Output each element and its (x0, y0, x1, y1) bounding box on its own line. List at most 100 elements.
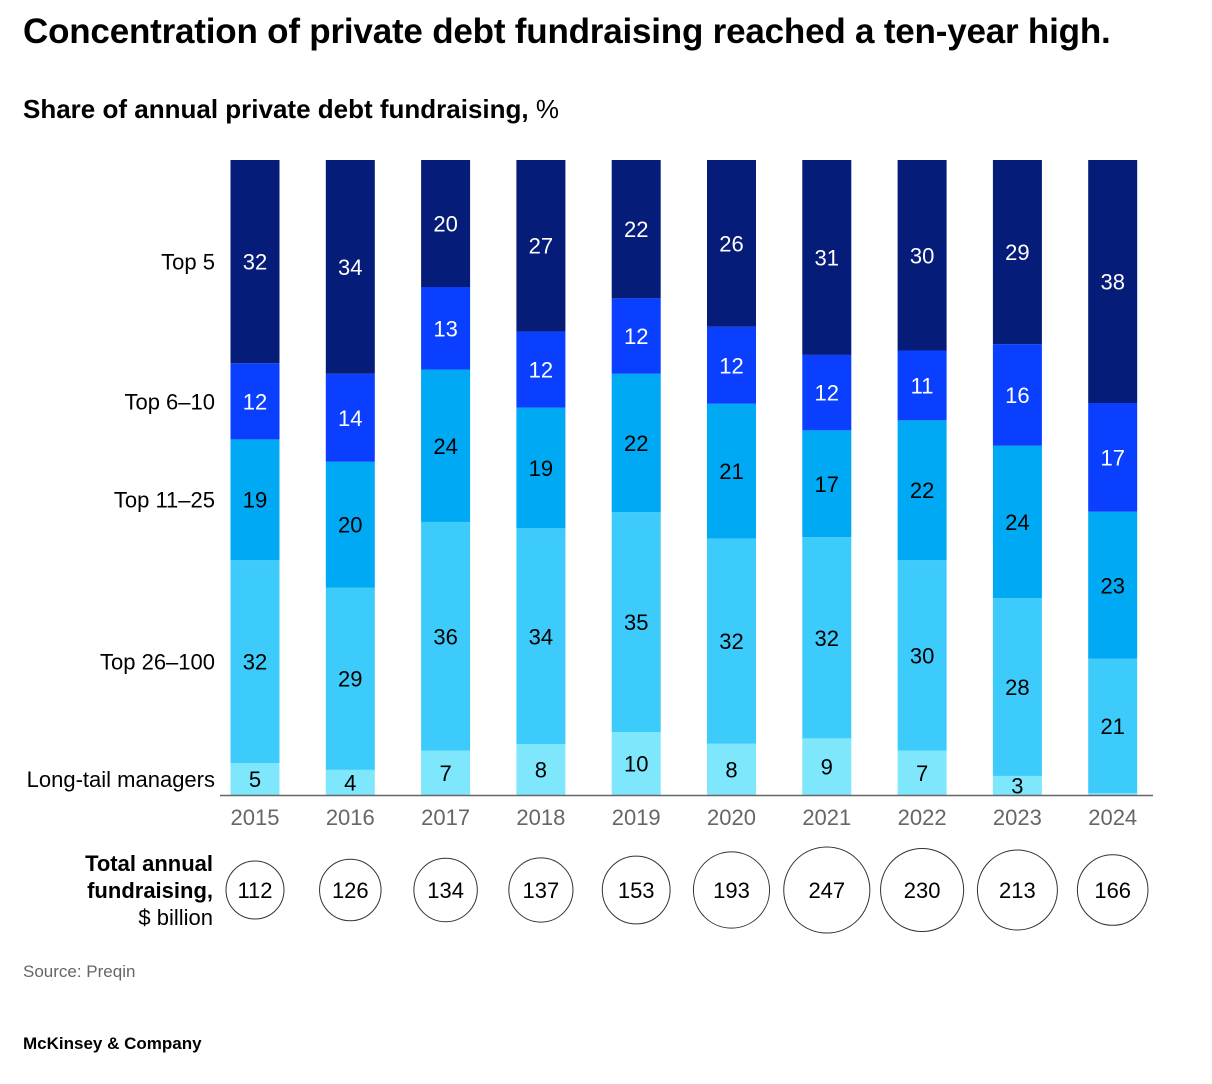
bar-segment (1088, 511, 1138, 659)
total-value: 247 (808, 878, 845, 903)
data-label: 10 (624, 752, 648, 777)
bar-segment (516, 407, 566, 529)
data-label: 20 (338, 513, 362, 538)
bar-segment (802, 354, 852, 431)
x-tick-label: 2019 (612, 805, 661, 830)
legend-label: Top 26–100 (100, 650, 215, 675)
bar-segment (611, 732, 661, 795)
bar-segment (1088, 160, 1138, 404)
bar-segment (325, 160, 375, 374)
total-circle (1076, 854, 1149, 926)
data-label: 17 (815, 472, 839, 497)
bar-segment (707, 743, 756, 795)
data-label: 5 (249, 767, 261, 792)
data-label: 11 (911, 373, 934, 398)
bar-segment (1088, 793, 1138, 795)
totals-label-line1: Total annual (85, 851, 213, 876)
legend-label: Top 6–10 (124, 389, 215, 414)
total-circle (225, 860, 285, 920)
legend-label: Top 5 (161, 250, 215, 275)
data-label: 28 (1005, 675, 1029, 700)
x-tick-label: 2015 (231, 805, 280, 830)
data-label: 22 (624, 431, 648, 456)
bar-segment (1088, 658, 1138, 794)
bar-segment (611, 160, 661, 299)
x-tick-label: 2024 (1088, 805, 1137, 830)
bar-segment (802, 430, 852, 538)
subtitle-text: Share of annual private debt fundraising… (23, 94, 529, 124)
data-label: 12 (815, 381, 839, 406)
bar-segment (992, 775, 1042, 795)
bar-segment (897, 560, 947, 751)
bar-segment (707, 403, 756, 539)
bar-segment (1088, 403, 1138, 512)
bar-segment (516, 160, 566, 332)
total-circle (413, 857, 478, 923)
x-tick-label: 2018 (516, 805, 565, 830)
data-label: 22 (910, 478, 934, 503)
bar-segment (897, 420, 947, 561)
bar-segment (802, 537, 852, 739)
data-label: 16 (1005, 383, 1029, 408)
total-circle (976, 849, 1058, 931)
bar-segment (421, 160, 471, 287)
total-circle (601, 855, 671, 925)
total-value: 193 (713, 878, 750, 903)
data-label: 29 (338, 667, 362, 692)
x-tick-label: 2023 (993, 805, 1042, 830)
bar-segment (230, 160, 280, 364)
bar-segment (421, 750, 471, 795)
chart-title: Concentration of private debt fundraisin… (23, 12, 1111, 51)
data-label: 24 (1005, 510, 1029, 535)
total-circle (880, 847, 965, 933)
data-label: 27 (529, 234, 553, 259)
bar-segment (516, 744, 566, 795)
x-tick-label: 2021 (802, 805, 851, 830)
bar-segment (992, 598, 1042, 776)
data-label: 9 (821, 755, 833, 780)
data-label: 8 (725, 757, 737, 782)
x-tick-label: 2020 (707, 805, 756, 830)
data-label: 4 (344, 770, 356, 795)
total-circle (508, 857, 574, 923)
total-value: 134 (427, 878, 464, 903)
bar-segment (707, 160, 756, 327)
data-label: 36 (433, 624, 457, 649)
data-label: 29 (1005, 240, 1029, 265)
total-value: 153 (618, 878, 655, 903)
bar-segment (611, 373, 661, 513)
total-circle (692, 851, 771, 929)
bar-segment (230, 560, 280, 764)
data-label: 32 (243, 250, 267, 275)
data-label: 20 (433, 212, 457, 237)
total-value: 230 (904, 878, 941, 903)
data-label: 34 (338, 255, 362, 280)
bar-segment (325, 461, 375, 588)
brand-logo-text: McKinsey & Company (23, 1034, 202, 1053)
bar-segment (230, 363, 280, 440)
bar-segment (421, 287, 471, 370)
data-label: 30 (910, 243, 934, 268)
data-label: 13 (433, 316, 457, 341)
bar-segment (897, 160, 947, 351)
bar-segment (230, 763, 280, 795)
data-label: 24 (433, 434, 457, 459)
data-label: 34 (529, 624, 553, 649)
data-label: 12 (624, 324, 648, 349)
bar-segment (897, 350, 947, 421)
bar-segment (611, 512, 661, 733)
bar-segment (325, 587, 375, 770)
data-label: 32 (815, 626, 839, 651)
data-label: 32 (243, 650, 267, 675)
bar-segment (802, 160, 852, 355)
bar-segment (992, 445, 1042, 599)
data-label: 17 (1100, 445, 1124, 470)
bar-segment (516, 331, 566, 408)
data-label: 3 (1011, 773, 1023, 798)
data-label: 21 (719, 459, 743, 484)
data-label: 14 (338, 406, 362, 431)
data-label: 19 (243, 488, 267, 513)
bar-segment (325, 373, 375, 462)
total-value: 166 (1094, 878, 1131, 903)
